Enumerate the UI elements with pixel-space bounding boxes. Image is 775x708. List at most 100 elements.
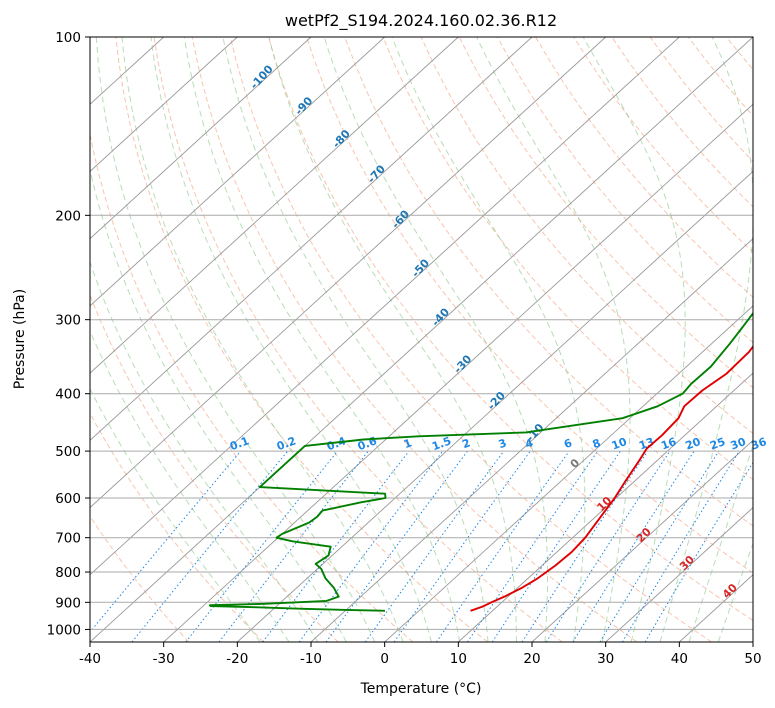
dewpoint-profile-line bbox=[208, 311, 753, 612]
mixing-ratio-line bbox=[521, 450, 649, 642]
isotherm bbox=[90, 37, 386, 307]
mixing-ratio-label: 6 bbox=[562, 436, 574, 451]
mixing-ratio-label: 30 bbox=[729, 435, 748, 453]
dry-adiabat bbox=[765, 37, 775, 642]
mixing-ratio-line bbox=[393, 450, 531, 642]
mixing-ratio-label: 1 bbox=[402, 436, 414, 451]
temperature-profile-line bbox=[470, 345, 753, 612]
moist-adiabat bbox=[95, 37, 376, 642]
mixing-ratio-line bbox=[467, 450, 599, 642]
moist-adiabat bbox=[222, 37, 489, 642]
isotherm bbox=[605, 506, 753, 642]
dry-adiabat bbox=[306, 37, 753, 574]
isotherm bbox=[752, 641, 753, 642]
mixing-ratio-line bbox=[572, 450, 695, 642]
dry-adiabat bbox=[420, 37, 753, 435]
mixing-ratio-label: 1.5 bbox=[430, 434, 453, 453]
mixing-ratio-line bbox=[298, 450, 444, 642]
moist-adiabat bbox=[121, 37, 404, 642]
y-tick-label: 700 bbox=[55, 531, 81, 547]
y-tick-label: 400 bbox=[55, 387, 81, 403]
dry-adiabat bbox=[268, 37, 753, 622]
moist-adiabat bbox=[150, 37, 432, 642]
mixing-ratio-label: 10 bbox=[610, 435, 629, 453]
moist-adiabat bbox=[717, 542, 753, 642]
pressure-gridlines bbox=[90, 37, 753, 630]
moist-adiabat bbox=[688, 443, 753, 642]
dry-adiabat bbox=[90, 412, 264, 642]
x-tick-label: 40 bbox=[671, 651, 688, 667]
isotherm bbox=[90, 37, 459, 374]
isotherm bbox=[163, 103, 753, 642]
dry-adiabat bbox=[153, 37, 563, 642]
mixing-ratio-line bbox=[131, 450, 288, 642]
profiles bbox=[208, 311, 753, 612]
mixing-ratio-label: 0.2 bbox=[275, 434, 298, 453]
moist-adiabat bbox=[476, 37, 631, 642]
plot-frame bbox=[89, 36, 754, 643]
dry-adiabat bbox=[229, 37, 712, 642]
moist-adiabat bbox=[268, 37, 517, 642]
x-tick-label: -20 bbox=[226, 651, 248, 667]
moist-adiabat bbox=[90, 329, 290, 642]
mixing-ratio-labels: 0.1 0.2 0.4 0.6 1 1.5 2 3 4 6 8 10 13 16 20 25 30 36 bbox=[228, 434, 768, 453]
mixing-ratio-label: 20 bbox=[684, 435, 703, 453]
x-axis-label: Temperature (°C) bbox=[360, 681, 482, 697]
y-tick-label: 500 bbox=[55, 444, 81, 460]
moist-adiabat bbox=[90, 260, 319, 642]
mixing-ratio-label: 0.1 bbox=[228, 434, 251, 453]
mixing-ratio-line bbox=[364, 450, 505, 642]
chart-title: wetPf2_S194.2024.160.02.36.R12 bbox=[285, 11, 557, 31]
dry-adiabat bbox=[115, 37, 488, 642]
mixing-ratio-label: 13 bbox=[637, 435, 656, 452]
mixing-ratio-line bbox=[185, 450, 338, 642]
y-tick-label: 100 bbox=[55, 30, 81, 46]
isotherm bbox=[90, 37, 753, 642]
y-axis-label: Pressure (hPa) bbox=[12, 289, 28, 389]
y-tick-label: 600 bbox=[55, 491, 81, 507]
mixing-ratio-line bbox=[262, 450, 410, 642]
mixing-ratio-label: 25 bbox=[708, 435, 727, 452]
dry-adiabat bbox=[496, 37, 753, 344]
moist-adiabat bbox=[90, 387, 261, 642]
x-tick-label: 0 bbox=[380, 651, 389, 667]
moist-adiabat bbox=[323, 37, 548, 642]
y-tick-label: 1000 bbox=[47, 622, 81, 638]
y-tick-label: 300 bbox=[55, 313, 81, 329]
background-lines bbox=[90, 37, 775, 642]
x-tick-label: 10 bbox=[450, 651, 467, 667]
x-tick-label: 50 bbox=[744, 651, 761, 667]
isotherm bbox=[90, 37, 238, 173]
mixing-ratio-line bbox=[325, 450, 468, 642]
moist-adiabat bbox=[659, 37, 753, 642]
dry-adiabat bbox=[382, 37, 753, 481]
mixing-ratio-label: 0.4 bbox=[325, 434, 348, 453]
moist-adiabat bbox=[183, 37, 461, 642]
mixing-ratio-label: 4 bbox=[523, 436, 535, 451]
x-axis-ticks: -40 -30 -20 -10 0 10 20 30 40 50 bbox=[79, 642, 762, 667]
isotherm bbox=[457, 372, 753, 642]
y-axis-ticks: 100 200 300 400 500 600 700 800 900 1000 bbox=[47, 30, 90, 638]
mixing-ratio-line bbox=[491, 450, 621, 642]
x-tick-label: 30 bbox=[597, 651, 614, 667]
y-tick-label: 200 bbox=[55, 208, 81, 224]
x-tick-label: -10 bbox=[300, 651, 322, 667]
isotherm bbox=[384, 305, 753, 642]
isotherm bbox=[236, 170, 753, 642]
mixing-ratio-label: 8 bbox=[591, 436, 603, 451]
x-tick-label: -40 bbox=[79, 651, 101, 667]
isotherm bbox=[310, 238, 753, 642]
isotherm bbox=[90, 37, 533, 441]
mixing-ratio-line bbox=[90, 450, 242, 633]
moist-adiabat bbox=[582, 37, 686, 642]
y-tick-label: 900 bbox=[55, 595, 81, 611]
mixing-ratio-label: 3 bbox=[497, 436, 509, 451]
x-tick-label: -30 bbox=[153, 651, 175, 667]
x-tick-label: 20 bbox=[523, 651, 540, 667]
isotherm bbox=[90, 37, 607, 509]
mixing-ratio-line bbox=[435, 450, 570, 642]
mixing-ratio-label: 36 bbox=[749, 435, 768, 453]
mixing-ratio-label: 16 bbox=[659, 435, 678, 453]
isotherm bbox=[531, 439, 753, 642]
